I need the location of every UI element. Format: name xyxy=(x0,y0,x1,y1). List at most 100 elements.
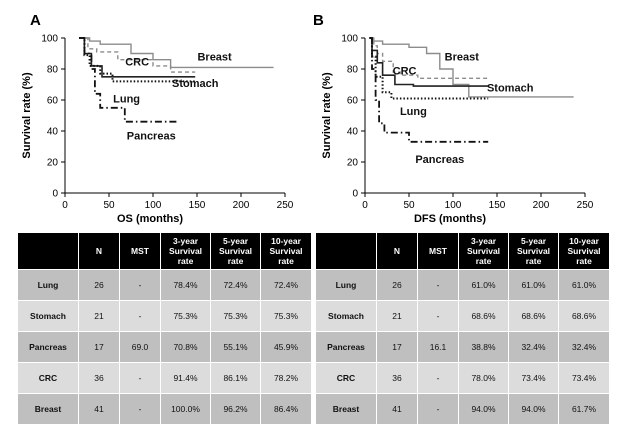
table-row: Breast 41-100.0% 96.2% 86.4% xyxy=(18,394,311,424)
table-row: Stomach 21-68.6% 68.6% 68.6% xyxy=(316,301,609,331)
panel-b-y-axis-label: Survival rate (%) xyxy=(321,72,333,159)
table-header-cell: N xyxy=(377,233,417,269)
table-row-label: Stomach xyxy=(316,301,376,331)
table-row-label: Breast xyxy=(316,394,376,424)
panel-b-annotation-breast: Breast xyxy=(445,52,480,64)
panel-a-annotation-lung: Lung xyxy=(113,93,140,105)
panel-a-x-tick-label: 50 xyxy=(103,200,115,211)
panel-b-y-tick-label: 40 xyxy=(347,127,359,138)
table-cell: 32.4% xyxy=(559,332,609,362)
table-header-cell: MST xyxy=(418,233,458,269)
table-cell: 26 xyxy=(377,270,417,300)
table-cell: 61.0% xyxy=(459,270,508,300)
table-cell: 91.4% xyxy=(161,363,210,393)
panel-a-series-pancreas xyxy=(79,37,180,123)
table-cell: 72.4% xyxy=(261,270,311,300)
panel-a-x-tick-label: 100 xyxy=(145,200,162,211)
table-cell: 41 xyxy=(377,394,417,424)
panel-a-y-tick-label: 0 xyxy=(52,189,58,200)
table-cell: 68.6% xyxy=(509,301,558,331)
table-row: CRC 36-78.0% 73.4% 73.4% xyxy=(316,363,609,393)
panel-a-annotation-pancreas: Pancreas xyxy=(127,131,176,143)
panel-a-label: A xyxy=(30,12,41,29)
table-cell: - xyxy=(120,301,160,331)
table-row-label: Lung xyxy=(18,270,78,300)
table-row-label: Stomach xyxy=(18,301,78,331)
panel-b-x-tick-label: 50 xyxy=(403,200,415,211)
table-cell: - xyxy=(120,394,160,424)
panel-a-y-tick-label: 20 xyxy=(47,158,59,169)
panel-b-annotation-lung: Lung xyxy=(400,106,427,118)
table-cell: 69.0 xyxy=(120,332,160,362)
table-cell: - xyxy=(418,363,458,393)
table-row-label: Breast xyxy=(18,394,78,424)
table-cell: 17 xyxy=(377,332,417,362)
table-cell: - xyxy=(120,270,160,300)
table-cell: 94.0% xyxy=(459,394,508,424)
table-row-label: Pancreas xyxy=(316,332,376,362)
table-row-label: Lung xyxy=(316,270,376,300)
panel-a-x-tick-label: 0 xyxy=(62,200,68,211)
panel-b-annotation-crc: CRC xyxy=(393,66,417,78)
panel-a-y-tick-label: 80 xyxy=(47,65,59,76)
table-cell: 41 xyxy=(79,394,119,424)
table-row-label: CRC xyxy=(18,363,78,393)
panel-a-annotation-breast: Breast xyxy=(197,52,232,64)
table-cell: 86.4% xyxy=(261,394,311,424)
table-header-cell: 3-year Survival rate xyxy=(459,233,508,269)
table-row: Breast 41-94.0% 94.0% 61.7% xyxy=(316,394,609,424)
table-cell: 61.0% xyxy=(559,270,609,300)
table-row: Pancreas 17 16.1 38.8% 32.4% 32.4% xyxy=(316,332,609,362)
panel-b-y-tick-label: 60 xyxy=(347,96,359,107)
table-cell: 61.0% xyxy=(509,270,558,300)
panel-b-label: B xyxy=(313,12,324,29)
panel-a-x-axis-label: OS (months) xyxy=(117,213,183,225)
table-cell: 73.4% xyxy=(559,363,609,393)
panel-b-x-tick-label: 0 xyxy=(362,200,368,211)
table-header-cell: N xyxy=(79,233,119,269)
panel-a-x-tick-label: 200 xyxy=(233,200,250,211)
table-cell: 21 xyxy=(79,301,119,331)
table-row: Lung 26-61.0% 61.0% 61.0% xyxy=(316,270,609,300)
table-cell: - xyxy=(418,394,458,424)
table-cell: 75.3% xyxy=(211,301,260,331)
table-cell: 100.0% xyxy=(161,394,210,424)
panel-a-survival-chart: 0 50 100 150 200 250 0 20 40 60 80 100 OS (months) Su… xyxy=(21,34,294,226)
panel-a-annotation-stomach: Stomach xyxy=(172,78,219,90)
table-cell: 72.4% xyxy=(211,270,260,300)
panel-a-x-tick-label: 250 xyxy=(277,200,294,211)
panel-b-x-tick-label: 250 xyxy=(577,200,594,211)
table-cell: 78.2% xyxy=(261,363,311,393)
table-cell: 55.1% xyxy=(211,332,260,362)
table-row: CRC 36-91.4% 86.1% 78.2% xyxy=(18,363,311,393)
table-cell: 38.8% xyxy=(459,332,508,362)
table-cell: 32.4% xyxy=(509,332,558,362)
table-row: Pancreas 17 69.0 70.8% 55.1% 45.9% xyxy=(18,332,311,362)
panel-b-y-tick-label: 100 xyxy=(341,34,358,45)
table-header-cell: 3-year Survival rate xyxy=(161,233,210,269)
table-cell: 86.1% xyxy=(211,363,260,393)
panel-b-x-axis-label: DFS (months) xyxy=(414,213,486,225)
table-cell: - xyxy=(120,363,160,393)
table-header-cell: 10-year Survival rate xyxy=(261,233,311,269)
panel-b-x-tick-label: 200 xyxy=(533,200,550,211)
panel-a-y-tick-label: 40 xyxy=(47,127,59,138)
table-cell: 68.6% xyxy=(459,301,508,331)
table-cell: 61.7% xyxy=(559,394,609,424)
table-header-cell xyxy=(18,233,78,269)
table-row-label: CRC xyxy=(316,363,376,393)
panel-a-annotation-crc: CRC xyxy=(125,56,149,68)
panel-b-annotation-stomach: Stomach xyxy=(487,83,534,95)
table-row-label: Pancreas xyxy=(18,332,78,362)
panel-b-x-tick-label: 100 xyxy=(445,200,462,211)
panel-a-survival-table: N MST 3-year Survival rate 5-year Survival … xyxy=(17,232,312,425)
panel-b-y-tick-label: 80 xyxy=(347,65,359,76)
table-cell: 36 xyxy=(377,363,417,393)
panel-b-survival-table: N MST 3-year Survival rate 5-year Survival … xyxy=(315,232,610,425)
panel-a-y-tick-label: 60 xyxy=(47,96,59,107)
table-row: Stomach 21-75.3% 75.3% 75.3% xyxy=(18,301,311,331)
table-cell: 73.4% xyxy=(509,363,558,393)
table-cell: 78.0% xyxy=(459,363,508,393)
table-cell: 75.3% xyxy=(161,301,210,331)
panel-b-x-tick-label: 150 xyxy=(489,200,506,211)
